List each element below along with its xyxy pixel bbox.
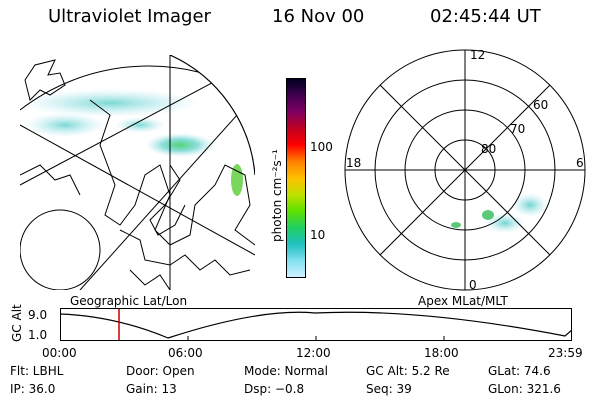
aurora-band — [25, 113, 105, 137]
seq-value: Seq: 39 — [366, 382, 412, 396]
x-tick-label: 18:00 — [424, 346, 459, 360]
aurora-hotspot — [482, 210, 494, 220]
time-label: 02:45:44 UT — [430, 6, 541, 27]
aurora-band — [20, 89, 200, 117]
filter-value: Flt: LBHL — [10, 364, 64, 378]
coastline — [129, 269, 171, 290]
mlat-label-70: 70 — [510, 122, 525, 136]
aurora-hotspot — [145, 133, 215, 157]
colorbar — [286, 78, 306, 278]
altitude-timeline[interactable] — [60, 308, 572, 342]
date-label: 16 Nov 00 — [272, 6, 365, 27]
polar-panel-label: Apex MLat/MLT — [418, 294, 508, 308]
mlat-label-80: 80 — [481, 142, 496, 156]
glon-value: GLon: 321.6 — [488, 382, 561, 396]
mode-value: Mode: Normal — [244, 364, 328, 378]
dsp-value: Dsp: −0.8 — [244, 382, 305, 396]
app-title: Ultraviolet Imager — [48, 6, 211, 27]
x-tick-label: 06:00 — [168, 346, 203, 360]
aurora-hotspot — [451, 222, 461, 228]
aurora-oval — [512, 193, 548, 217]
coastline — [24, 59, 66, 101]
mlt-label-0: 0 — [469, 278, 477, 292]
altitude-ytick-low: 1.0 — [28, 328, 48, 342]
coastline — [119, 229, 251, 276]
geographic-panel-label: Geographic Lat/Lon — [70, 294, 188, 308]
coastline — [20, 164, 81, 196]
colorbar-tick-10: 10 — [310, 228, 326, 242]
coastline — [89, 99, 255, 246]
grid-circle — [20, 209, 101, 290]
polar-axis — [379, 84, 551, 256]
aurora-band — [115, 117, 165, 133]
x-tick-label: 12:00 — [296, 346, 331, 360]
gc-alt-value: GC Alt: 5.2 Re — [366, 364, 450, 378]
grid-line — [20, 124, 255, 256]
mlat-label-60: 60 — [533, 98, 548, 112]
altitude-curve — [60, 311, 572, 339]
ip-value: IP: 36.0 — [10, 382, 56, 396]
gain-value: Gain: 13 — [126, 382, 177, 396]
colorbar-tick-100: 100 — [310, 140, 333, 154]
coastline — [149, 164, 186, 236]
x-tick-label: 00:00 — [42, 346, 77, 360]
door-value: Door: Open — [126, 364, 195, 378]
altitude-ytick: 9.0 — [28, 308, 48, 322]
mlt-label-18: 18 — [346, 156, 361, 170]
glat-value: GLat: 74.6 — [488, 364, 551, 378]
x-tick-label: 23:59 — [548, 346, 583, 360]
polar-mlt-plot[interactable]: 12 18 6 0 60 70 80 — [340, 45, 590, 295]
grid-line — [79, 94, 255, 290]
colorbar-unit-label: photon cm⁻²s⁻¹ — [270, 149, 284, 242]
mlt-label-12: 12 — [470, 48, 485, 62]
altitude-axis-label: GC Alt — [10, 304, 24, 342]
mlt-label-6: 6 — [576, 156, 584, 170]
aurora-oval — [485, 213, 525, 233]
geographic-image-panel[interactable] — [20, 55, 255, 290]
earth-limb — [169, 55, 255, 176]
